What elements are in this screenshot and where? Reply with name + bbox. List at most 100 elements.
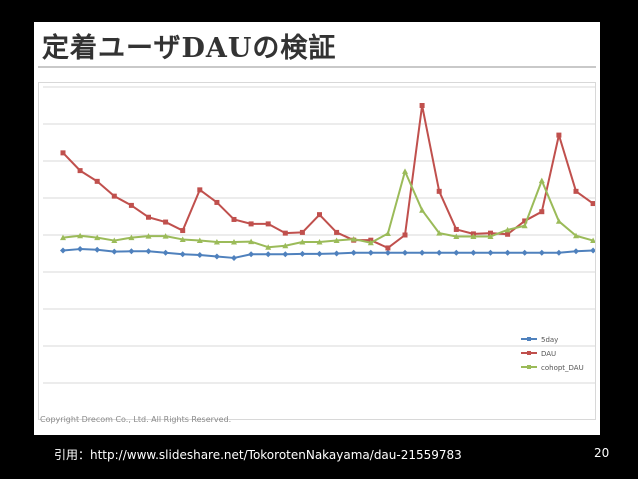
chart-frame: 5day DAU cohopt_DAU <box>38 82 596 420</box>
data-point <box>128 202 134 208</box>
data-point <box>179 236 186 242</box>
series-line-DAU <box>62 104 594 249</box>
data-point <box>436 230 443 236</box>
data-point <box>334 229 340 235</box>
data-point <box>453 249 460 256</box>
data-point <box>487 249 494 256</box>
data-point <box>111 248 118 255</box>
data-point <box>248 221 254 227</box>
data-point <box>333 250 340 257</box>
data-point <box>504 226 511 233</box>
data-point <box>214 199 220 205</box>
data-point <box>470 249 477 256</box>
data-point <box>145 248 152 255</box>
data-point <box>179 251 186 258</box>
data-point <box>367 249 374 256</box>
data-point <box>453 226 459 232</box>
data-point <box>488 230 493 236</box>
data-point <box>521 222 528 229</box>
data-point <box>317 212 322 218</box>
data-point <box>385 245 391 251</box>
data-point <box>265 251 272 258</box>
copyright-text: Copyright Drecom Co., Ltd. All Rights Re… <box>40 415 232 424</box>
data-point <box>504 249 511 256</box>
data-point <box>111 193 117 199</box>
data-point <box>111 237 118 244</box>
data-point <box>265 244 272 250</box>
legend-marker <box>527 337 531 341</box>
data-point <box>231 216 237 222</box>
legend-label: DAU <box>541 350 556 358</box>
series-line-cohopt_DAU <box>62 170 594 249</box>
data-point <box>299 239 306 245</box>
data-point <box>196 237 203 244</box>
data-point <box>162 233 169 239</box>
data-point <box>436 188 442 194</box>
data-point <box>282 251 289 258</box>
page-number: 20 <box>594 446 610 460</box>
data-point <box>163 219 169 225</box>
data-point <box>94 234 101 241</box>
data-point <box>538 177 545 184</box>
data-point <box>453 233 460 239</box>
data-point <box>538 249 545 256</box>
data-point <box>573 248 579 255</box>
data-point <box>333 237 340 244</box>
data-point <box>94 246 101 253</box>
data-point <box>213 253 220 260</box>
line-chart: 5day DAU cohopt_DAU <box>43 86 595 384</box>
legend-marker <box>527 365 531 369</box>
data-point <box>436 249 443 256</box>
series-line-5day <box>62 248 594 259</box>
data-point <box>282 242 289 249</box>
data-point <box>77 246 84 253</box>
data-point <box>299 229 305 235</box>
data-point <box>470 233 477 239</box>
data-point <box>522 218 528 224</box>
data-point <box>555 249 562 256</box>
data-point <box>384 230 391 237</box>
data-point <box>419 103 425 108</box>
legend-label: cohopt_DAU <box>541 364 584 372</box>
data-point <box>402 232 408 238</box>
legend-marker <box>527 351 531 355</box>
data-point <box>419 207 426 213</box>
data-point <box>350 249 357 256</box>
data-point <box>419 249 426 256</box>
data-point <box>265 221 271 227</box>
data-point <box>145 233 152 239</box>
data-point <box>60 247 66 254</box>
data-point <box>282 230 288 236</box>
data-point <box>299 250 306 257</box>
data-point <box>556 132 562 138</box>
data-point <box>231 254 237 261</box>
data-point <box>402 168 408 174</box>
data-point <box>590 201 595 207</box>
data-point <box>505 231 511 237</box>
data-point <box>128 248 135 255</box>
data-point <box>539 209 545 215</box>
data-point <box>367 239 374 246</box>
data-point <box>590 247 595 254</box>
data-point <box>196 251 203 258</box>
data-point <box>248 238 255 245</box>
data-point <box>60 150 66 156</box>
data-point <box>248 251 255 258</box>
title-divider <box>38 66 596 68</box>
data-point <box>487 233 494 239</box>
data-point <box>555 218 562 224</box>
data-point <box>77 232 84 239</box>
data-point <box>180 228 186 234</box>
data-point <box>213 239 220 245</box>
data-point <box>521 249 528 256</box>
data-point <box>590 237 595 244</box>
data-point <box>146 214 151 220</box>
slide-title: 定着ユーザDAUの検証 <box>42 33 337 64</box>
citation-text: 引用：http://www.slideshare.net/TokorotenNa… <box>54 448 462 462</box>
slide: 定着ユーザDAUの検証 5day DAU cohopt_DAU Copyright … <box>34 22 600 435</box>
data-point <box>316 239 323 245</box>
data-point <box>128 234 135 241</box>
data-point <box>60 234 66 241</box>
data-point <box>77 168 83 174</box>
data-point <box>402 249 408 256</box>
